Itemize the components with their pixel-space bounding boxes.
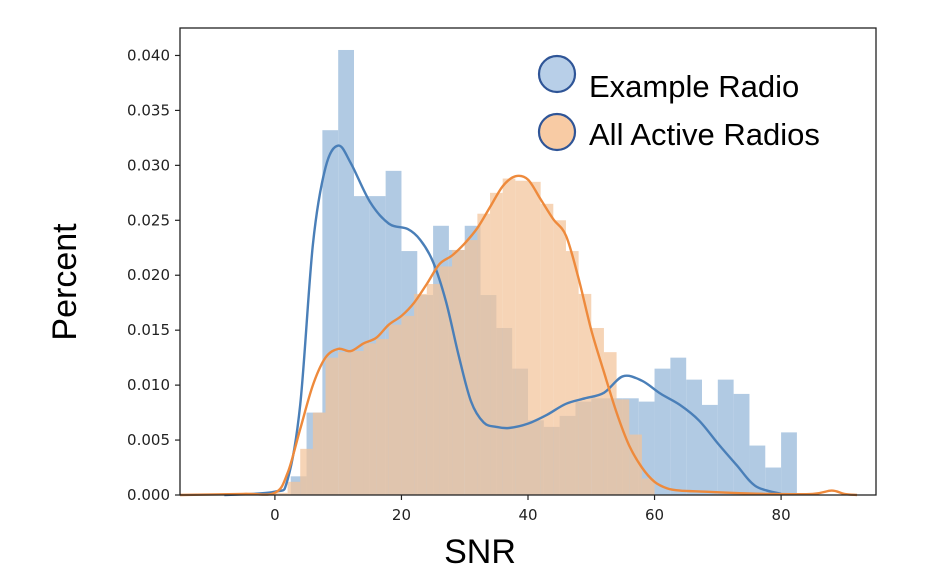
histogram-bar-all-active-radios <box>528 181 541 495</box>
histogram-bar-all-active-radios <box>502 178 516 495</box>
histogram-bar-all-active-radios <box>414 293 427 495</box>
histogram-bar-all-active-radios <box>325 357 339 495</box>
histogram-bar-all-active-radios <box>350 351 364 495</box>
legend-label-example-radio: Example Radio <box>589 69 799 104</box>
x-tick-label: 40 <box>518 506 537 524</box>
y-tick-label: 0.030 <box>127 156 170 174</box>
histogram-bar-all-active-radios <box>287 481 301 495</box>
kde-curves <box>179 144 858 497</box>
y-axis: 0.000 0.005 0.010 0.015 0.020 0.025 0.030 0.035… <box>127 46 180 504</box>
kde-line-example-radio <box>224 144 782 497</box>
histogram-bar-example-radio <box>781 432 797 495</box>
histogram-bar-all-active-radios <box>565 251 579 495</box>
legend-label-all-active-radios: All Active Radios <box>589 117 820 152</box>
histogram-bar-all-active-radios <box>490 192 503 495</box>
histogram-bar-all-active-radios <box>300 448 313 495</box>
histogram-bar-all-active-radios <box>274 492 288 495</box>
x-axis: 0 20 40 60 80 <box>270 495 791 524</box>
legend-marker-example-radio <box>537 54 577 94</box>
histogram-bar-example-radio <box>702 404 718 495</box>
histogram-bar-all-active-radios <box>376 338 389 495</box>
histogram-bars <box>274 49 797 496</box>
histogram-bar-all-active-radios <box>641 478 655 495</box>
x-tick-label: 20 <box>392 506 411 524</box>
histogram-bar-all-active-radios <box>540 203 554 495</box>
y-axis-title: Percent <box>46 223 84 341</box>
histogram-bar-example-radio <box>686 379 702 495</box>
y-tick-label: 0.035 <box>127 101 170 119</box>
kde-line-all-active-radios <box>179 174 858 497</box>
x-axis-title: SNR <box>444 533 516 571</box>
histogram-bar-example-radio <box>638 401 655 495</box>
histogram-bar-all-active-radios <box>388 324 402 495</box>
y-tick-label: 0.020 <box>127 266 170 284</box>
y-tick-label: 0.040 <box>127 46 170 64</box>
x-tick-label: 80 <box>772 506 791 524</box>
histogram-bar-all-active-radios <box>464 240 478 495</box>
histogram-bar-all-active-radios <box>426 284 440 495</box>
y-tick-label: 0.005 <box>127 431 170 449</box>
legend: Example Radio All Active Radios <box>537 54 820 152</box>
x-tick-label: 0 <box>270 506 280 524</box>
histogram-bar-all-active-radios <box>553 220 566 495</box>
histogram-bar-example-radio <box>765 467 782 495</box>
y-tick-label: 0.015 <box>127 321 170 339</box>
legend-marker-all-active-radios <box>537 112 577 152</box>
histogram-bar-example-radio <box>670 357 687 495</box>
x-tick-label: 60 <box>645 506 664 524</box>
histogram-bar-all-active-radios <box>401 315 415 495</box>
histogram-bar-all-active-radios <box>312 412 326 495</box>
histogram-bar-example-radio <box>749 445 766 495</box>
histogram-bar-example-radio <box>733 393 750 495</box>
histogram-bar-all-active-radios <box>515 180 528 496</box>
histogram-bar-all-active-radios <box>616 399 630 495</box>
y-tick-label: 0.000 <box>127 486 170 504</box>
histogram-bar-example-radio <box>654 368 671 495</box>
histogram-bar-all-active-radios <box>591 327 604 495</box>
histogram-bar-all-active-radios <box>439 266 453 495</box>
histogram-bar-all-active-radios <box>363 343 377 495</box>
histogram-bar-example-radio <box>717 379 734 495</box>
histogram-bar-all-active-radios <box>452 249 465 495</box>
y-tick-label: 0.010 <box>127 376 170 394</box>
histogram-bar-all-active-radios <box>578 293 592 495</box>
histogram-bar-all-active-radios <box>603 352 617 495</box>
histogram-bar-all-active-radios <box>338 352 351 495</box>
y-tick-label: 0.025 <box>127 211 170 229</box>
histogram-bar-all-active-radios <box>477 213 491 495</box>
